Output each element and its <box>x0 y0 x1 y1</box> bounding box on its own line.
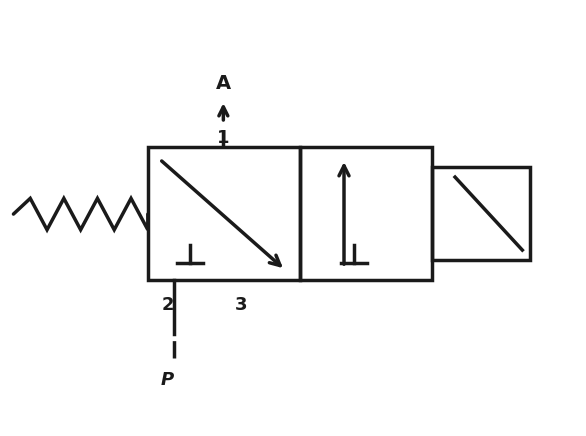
Text: P: P <box>161 371 174 389</box>
Bar <box>148 147 300 280</box>
Text: 3: 3 <box>235 296 247 314</box>
Text: 2: 2 <box>161 296 173 314</box>
Text: A: A <box>216 74 231 93</box>
Bar <box>300 147 432 280</box>
Text: 1: 1 <box>217 129 230 146</box>
Bar <box>432 167 530 260</box>
